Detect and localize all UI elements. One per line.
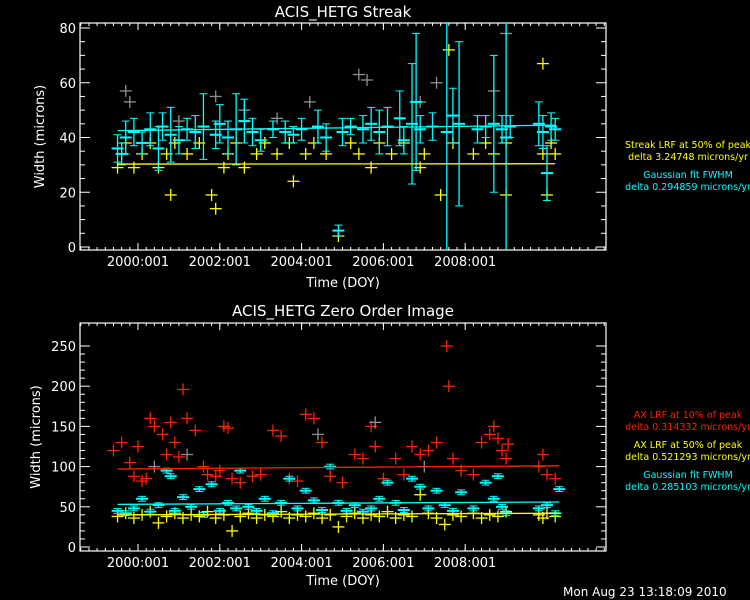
fit-line <box>117 124 556 132</box>
fit-line <box>117 465 560 470</box>
plot-area <box>111 23 562 250</box>
fit-line <box>117 501 560 506</box>
legend-text: delta 0.314332 microns/yr <box>625 422 750 433</box>
legend-text: delta 0.294859 microns/yr <box>625 182 750 193</box>
fit-line <box>117 512 560 516</box>
plot-area <box>107 340 566 537</box>
x-tick-label: 2004:001 <box>270 255 332 270</box>
legend-text: Gaussian fit FWHM <box>643 470 733 481</box>
x-tick-label: 2008:001 <box>434 556 496 571</box>
y-axis-label: Width (microns) <box>29 385 44 489</box>
legend-text: delta 0.521293 microns/yr <box>625 452 750 463</box>
x-tick-label: 2000:001 <box>107 556 169 571</box>
x-tick-label: 2006:001 <box>352 255 414 270</box>
legend-text: AX LRF at 10% of peak <box>633 410 743 421</box>
x-tick-label: 2006:001 <box>352 556 414 571</box>
y-tick-label: 40 <box>59 132 76 147</box>
timestamp: Mon Aug 23 13:18:09 2010 <box>563 585 727 599</box>
y-tick-label: 0 <box>68 541 76 556</box>
legend-text: delta 3.24748 microns/yr <box>628 152 748 163</box>
legend-text: Streak LRF at 50% of peak <box>624 140 750 151</box>
legend-text: delta 0.285103 microns/yr <box>625 482 750 493</box>
chart-title: ACIS_HETG Zero Order Image <box>232 302 454 321</box>
x-axis-label: Time (DOY) <box>305 574 380 589</box>
x-tick-label: 2002:001 <box>189 255 251 270</box>
y-tick-label: 0 <box>68 241 76 256</box>
x-tick-label: 2000:001 <box>107 255 169 270</box>
legend-text: Gaussian fit FWHM <box>643 170 733 181</box>
y-tick-label: 60 <box>59 77 76 92</box>
y-tick-label: 250 <box>51 340 76 355</box>
y-axis-label: Width (microns) <box>33 85 48 189</box>
y-tick-label: 50 <box>59 501 76 516</box>
chart-title: ACIS_HETG Streak <box>275 3 412 22</box>
x-tick-label: 2004:001 <box>270 556 332 571</box>
y-tick-label: 100 <box>51 461 76 476</box>
x-tick-label: 2002:001 <box>189 556 251 571</box>
y-tick-label: 150 <box>51 420 76 435</box>
y-tick-label: 80 <box>59 22 76 37</box>
y-tick-label: 200 <box>51 380 76 395</box>
y-tick-label: 20 <box>59 186 76 201</box>
x-tick-label: 2008:001 <box>434 255 496 270</box>
legend-text: AX LRF at 50% of peak <box>633 440 743 451</box>
x-axis-label: Time (DOY) <box>305 276 380 291</box>
